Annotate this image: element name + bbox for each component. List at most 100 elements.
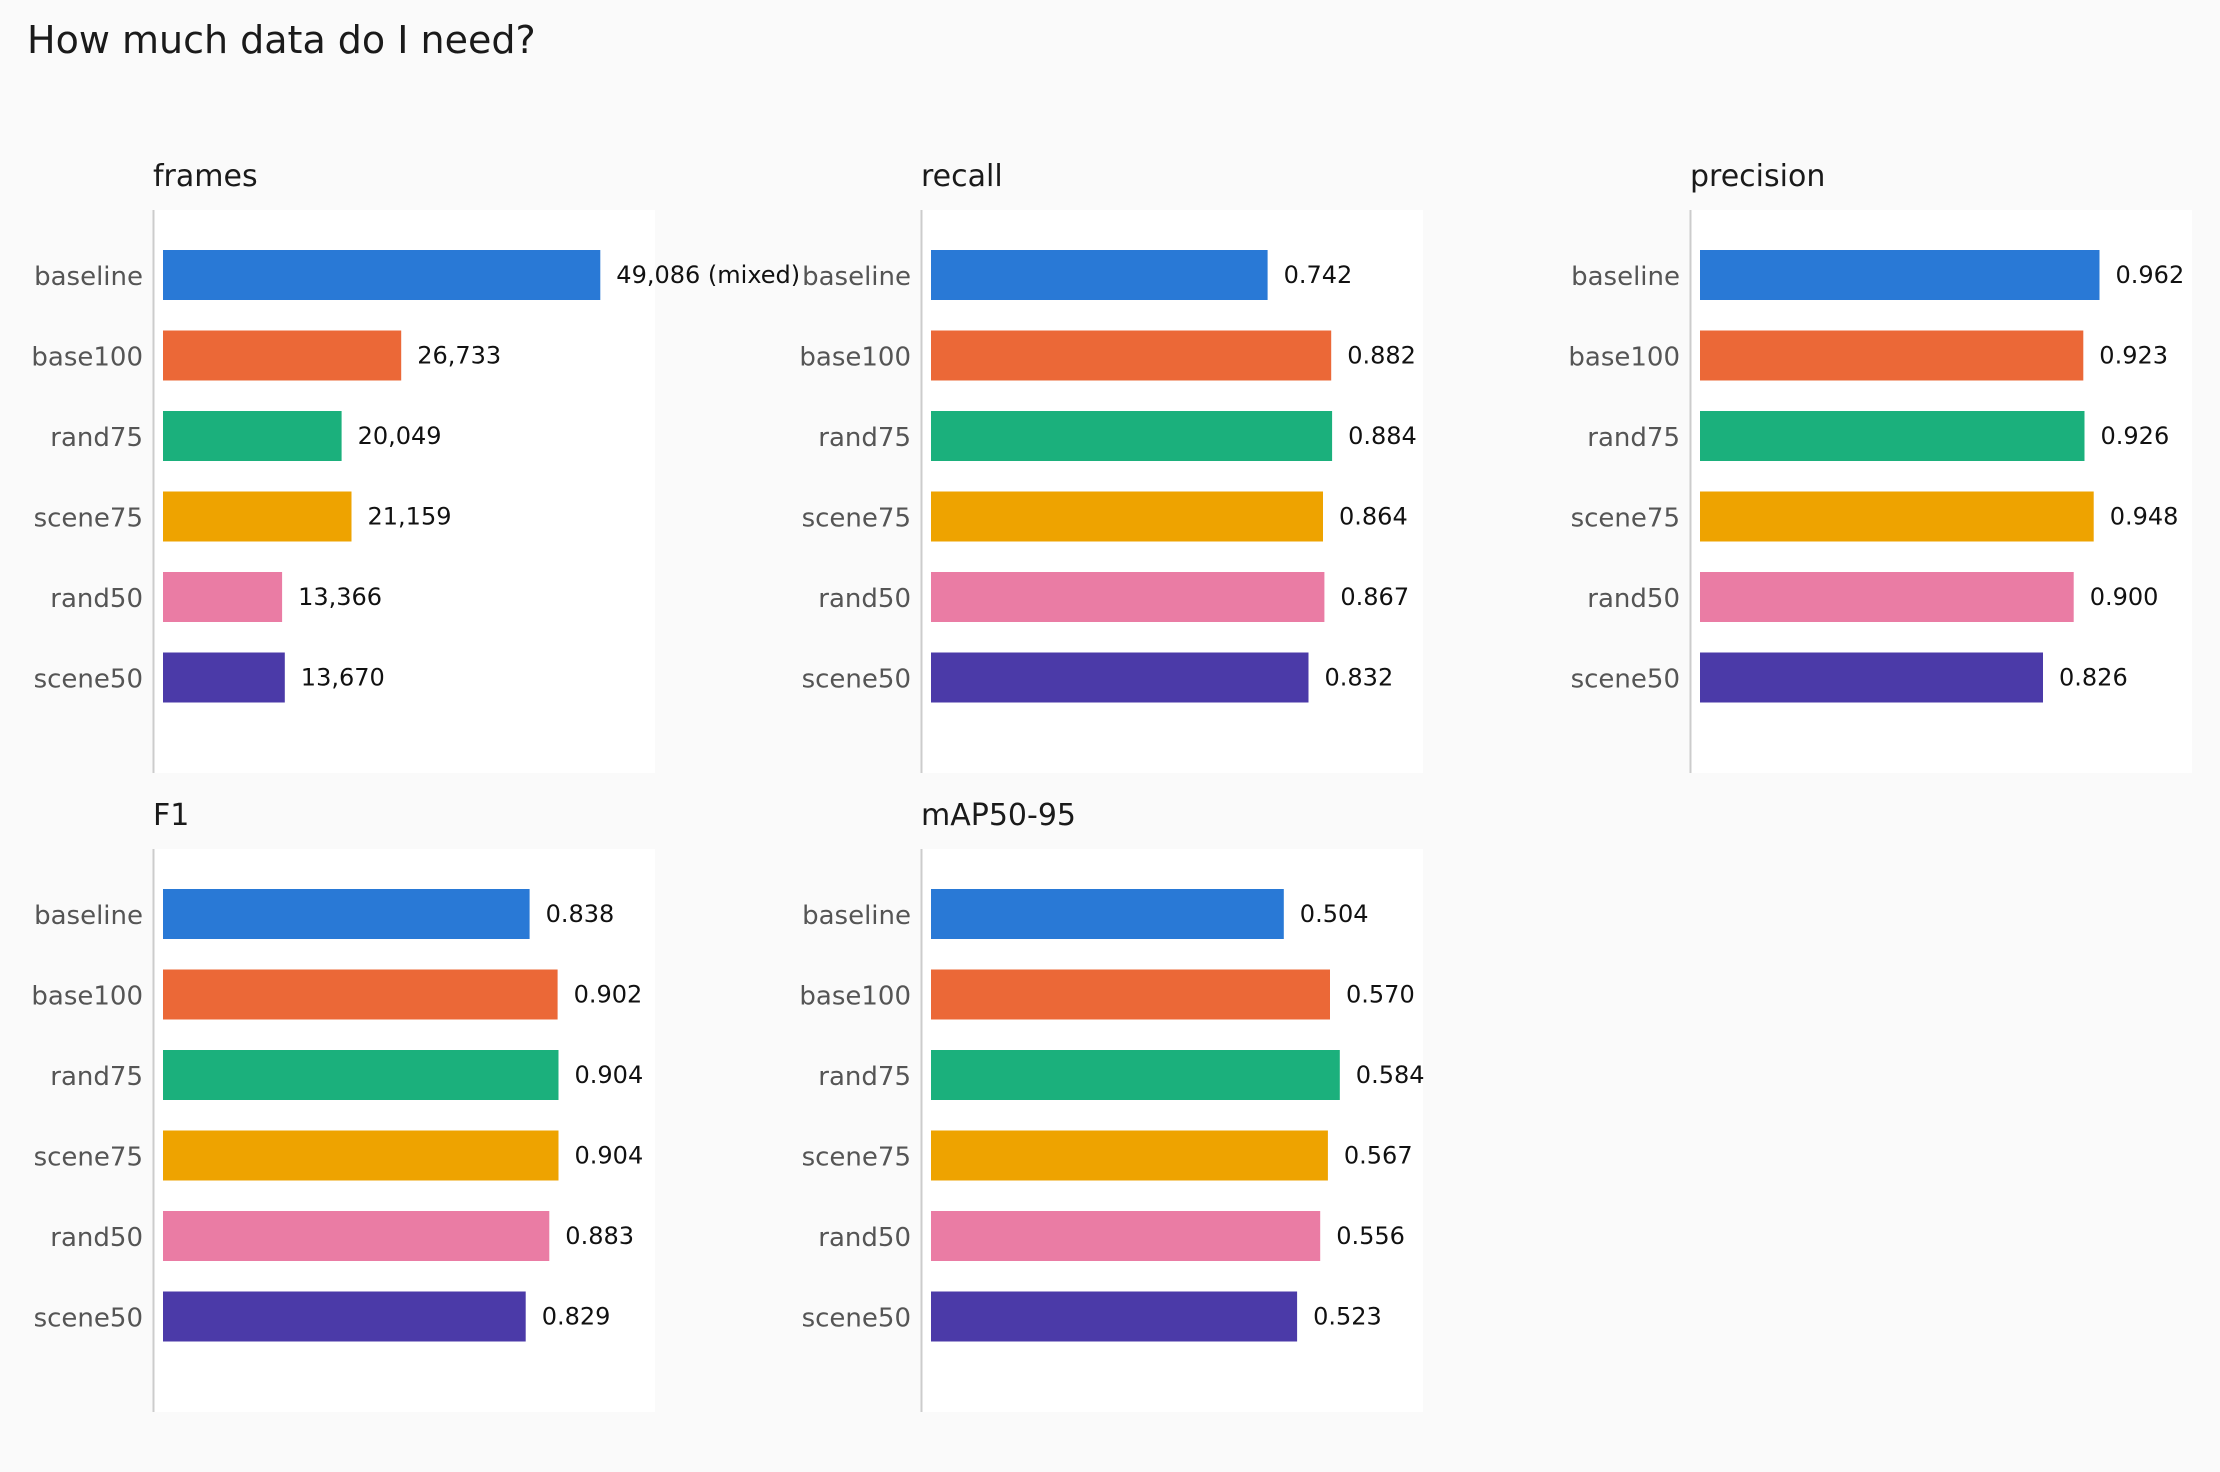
value-label: 0.904 <box>575 1061 644 1089</box>
category-label: baseline <box>802 901 911 931</box>
page-title: How much data do I need? <box>27 18 536 62</box>
bar-scene75 <box>163 491 352 542</box>
value-label: 0.742 <box>1284 261 1353 289</box>
bar-scene50 <box>931 652 1309 703</box>
value-label: 0.832 <box>1325 664 1394 692</box>
category-label: rand75 <box>818 1062 911 1092</box>
category-label: baseline <box>1571 262 1680 292</box>
chart-panel-3: F1 baseline 0.838 base100 0.902 rand75 0.904 sc… <box>31 798 655 1412</box>
value-label: 0.567 <box>1344 1142 1413 1170</box>
bar-rand75 <box>931 1050 1340 1100</box>
category-label: rand50 <box>818 1223 911 1253</box>
chart-title: recall <box>921 159 1003 194</box>
value-label: 0.556 <box>1336 1222 1405 1250</box>
value-label: 0.523 <box>1313 1303 1382 1331</box>
category-label: scene75 <box>1571 504 1680 534</box>
bar-scene75 <box>1700 491 2094 542</box>
value-label: 20,049 <box>358 422 442 450</box>
category-label: scene50 <box>802 1304 911 1334</box>
bar-scene50 <box>931 1291 1298 1342</box>
value-label: 0.838 <box>546 900 615 928</box>
category-label: base100 <box>799 343 911 373</box>
bar-base100 <box>931 969 1330 1020</box>
category-label: rand75 <box>50 1062 143 1092</box>
bar-baseline <box>931 889 1284 939</box>
category-label: rand75 <box>818 423 911 453</box>
category-label: base100 <box>799 982 911 1012</box>
category-label: scene50 <box>1571 665 1680 695</box>
value-label: 0.902 <box>574 981 643 1009</box>
value-label: 0.904 <box>575 1142 644 1170</box>
bar-rand50 <box>163 572 283 622</box>
chart-title: frames <box>153 159 258 194</box>
bar-scene75 <box>163 1130 559 1181</box>
category-label: scene75 <box>34 504 143 534</box>
value-label: 0.926 <box>2101 422 2170 450</box>
bar-rand50 <box>931 572 1325 622</box>
bar-scene50 <box>1700 652 2043 703</box>
category-label: rand50 <box>1587 584 1680 614</box>
category-label: rand75 <box>50 423 143 453</box>
value-label: 0.962 <box>2116 261 2185 289</box>
bar-rand50 <box>163 1211 550 1261</box>
category-label: baseline <box>802 262 911 292</box>
category-label: baseline <box>34 262 143 292</box>
value-label: 0.882 <box>1347 342 1416 370</box>
chart-panel-0: frames baseline 49,086 (mixed) base100 26,73… <box>31 159 800 773</box>
value-label: 0.826 <box>2059 664 2128 692</box>
bar-baseline <box>931 250 1268 300</box>
chart-title: F1 <box>153 798 189 833</box>
value-label: 0.584 <box>1356 1061 1425 1089</box>
value-label: 0.867 <box>1340 583 1409 611</box>
value-label: 0.948 <box>2110 503 2179 531</box>
bar-baseline <box>1700 250 2100 300</box>
bar-scene75 <box>931 491 1323 542</box>
value-label: 0.923 <box>2099 342 2168 370</box>
chart-panel-2: precision baseline 0.962 base100 0.923 rand75… <box>1568 159 2192 773</box>
bar-baseline <box>163 889 530 939</box>
category-label: scene50 <box>34 665 143 695</box>
chart-panel-1: recall baseline 0.742 base100 0.882 rand75 0.8… <box>799 159 1423 773</box>
bar-scene75 <box>931 1130 1328 1181</box>
bar-baseline <box>163 250 601 300</box>
category-label: base100 <box>1568 343 1680 373</box>
category-label: rand50 <box>50 584 143 614</box>
value-label: 0.884 <box>1348 422 1417 450</box>
bar-rand75 <box>163 1050 559 1100</box>
chart-title: mAP50-95 <box>921 798 1076 833</box>
category-label: rand50 <box>818 584 911 614</box>
category-label: baseline <box>34 901 143 931</box>
bar-base100 <box>1700 330 2084 381</box>
category-label: rand50 <box>50 1223 143 1253</box>
bar-base100 <box>163 969 558 1020</box>
category-label: base100 <box>31 343 143 373</box>
category-label: scene75 <box>802 504 911 534</box>
chart-panel-4: mAP50-95 baseline 0.504 base100 0.570 rand75 0… <box>799 798 1425 1412</box>
bar-base100 <box>931 330 1332 381</box>
value-label: 0.900 <box>2090 583 2159 611</box>
value-label: 49,086 (mixed) <box>616 261 800 289</box>
value-label: 21,159 <box>368 503 452 531</box>
bar-rand50 <box>1700 572 2074 622</box>
bar-rand75 <box>931 411 1333 461</box>
bar-scene50 <box>163 1291 526 1342</box>
category-label: scene75 <box>34 1143 143 1173</box>
bar-base100 <box>163 330 402 381</box>
bar-rand75 <box>163 411 342 461</box>
category-label: base100 <box>31 982 143 1012</box>
value-label: 0.570 <box>1346 981 1415 1009</box>
category-label: scene50 <box>802 665 911 695</box>
category-label: scene50 <box>34 1304 143 1334</box>
value-label: 0.864 <box>1339 503 1408 531</box>
value-label: 0.504 <box>1300 900 1369 928</box>
value-label: 26,733 <box>417 342 501 370</box>
value-label: 13,366 <box>298 583 382 611</box>
value-label: 0.883 <box>565 1222 634 1250</box>
category-label: scene75 <box>802 1143 911 1173</box>
bar-scene50 <box>163 652 285 703</box>
bar-rand50 <box>931 1211 1321 1261</box>
bar-rand75 <box>1700 411 2085 461</box>
chart-title: precision <box>1690 159 1825 194</box>
value-label: 13,670 <box>301 664 385 692</box>
